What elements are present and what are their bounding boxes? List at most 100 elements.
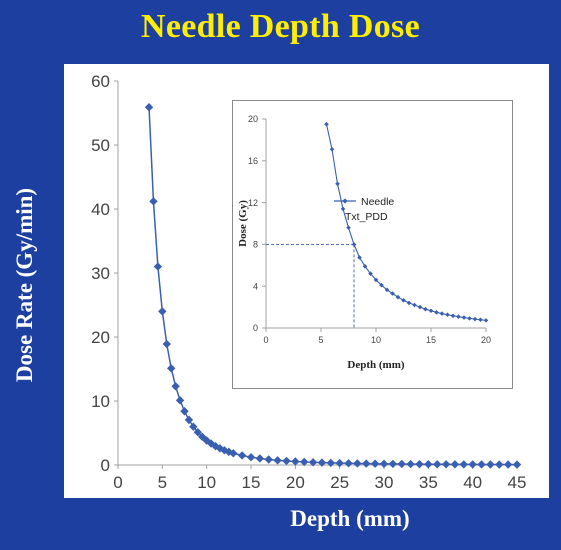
main-x-tick-label: 15: [242, 473, 261, 492]
main-data-point: [255, 454, 265, 463]
main-data-point: [153, 262, 163, 271]
main-data-point: [353, 459, 362, 468]
main-data-point: [193, 428, 202, 437]
inset-data-point: [373, 277, 379, 283]
inset-data-point: [472, 316, 478, 322]
inset-x-tick-label: 20: [481, 335, 491, 345]
main-data-point: [264, 455, 273, 464]
main-data-point: [441, 460, 451, 469]
inset-data-point: [324, 121, 329, 127]
main-data-point: [450, 460, 460, 469]
main-y-tick-label: 10: [91, 392, 110, 411]
main-data-point: [237, 451, 247, 460]
main-data-point: [486, 460, 495, 469]
main-x-tick-label: 10: [197, 473, 216, 492]
inset-data-point: [450, 313, 456, 319]
main-data-point: [335, 458, 344, 468]
main-data-point: [149, 197, 158, 206]
inset-data-point: [395, 294, 401, 300]
main-data-point: [362, 459, 371, 468]
main-x-axis-title: Depth (mm): [290, 506, 410, 531]
main-data-point: [388, 459, 398, 469]
inset-data-point: [445, 312, 450, 318]
main-x-tick-label: 45: [508, 473, 527, 492]
inset-data-point: [456, 314, 461, 320]
main-data-point: [282, 456, 291, 466]
inset-data-point: [478, 317, 483, 323]
inset-legend: Needle Txt_PDD: [334, 196, 394, 223]
main-data-point: [379, 459, 389, 469]
main-data-point: [273, 456, 282, 465]
inset-data-point: [406, 300, 412, 306]
inset-y-tick-label: 0: [253, 323, 258, 333]
inset-data-point: [368, 271, 373, 276]
main-y-axis-title: Dose Rate (Gy/min): [12, 187, 37, 383]
inset-x-tick-label: 15: [426, 335, 436, 345]
main-x-tick-label: 20: [286, 473, 305, 492]
main-data-point: [158, 307, 167, 316]
inset-data-point: [390, 291, 395, 296]
main-data-point: [167, 364, 176, 373]
main-data-point: [229, 449, 238, 458]
inset-chart-panel: 0 5 10 15 20 0 4 8 12 16 20 Depth (mm) Dose (Gy) Nee…: [232, 100, 513, 389]
main-data-point: [171, 382, 180, 391]
main-data-point: [326, 458, 335, 468]
inset-data-point: [401, 298, 406, 303]
inset-data-point: [351, 242, 357, 247]
inset-chart-axes: 0 5 10 15 20 0 4 8 12 16 20 Depth (mm) Dose (Gy): [237, 114, 491, 371]
main-data-point: [308, 458, 318, 467]
main-x-tick-label: 30: [375, 473, 394, 492]
inset-x-tick-label: 0: [263, 335, 268, 345]
main-data-point: [459, 460, 468, 469]
inset-chart: 0 5 10 15 20 0 4 8 12 16 20 Depth (mm) Dose (Gy) Nee…: [237, 114, 491, 371]
inset-data-point: [384, 287, 390, 293]
main-y-tick-label: 50: [91, 136, 110, 155]
inset-data-point: [461, 315, 467, 320]
inset-data-point: [379, 282, 384, 288]
main-y-tick-label: 0: [101, 456, 110, 475]
inset-data-point: [439, 311, 445, 316]
slide-title: Needle Depth Dose: [141, 8, 420, 45]
main-data-point: [468, 460, 477, 469]
main-data-point: [300, 457, 309, 467]
main-series-line: [148, 107, 518, 466]
inset-data-point: [335, 181, 340, 187]
main-data-point: [503, 460, 513, 469]
main-y-tick-label: 20: [91, 328, 110, 347]
main-data-point: [189, 422, 198, 431]
inset-data-point: [362, 264, 368, 269]
inset-x-tick-label: 10: [371, 335, 381, 345]
main-data-point: [317, 458, 327, 467]
main-data-point: [180, 407, 189, 416]
main-x-tick-label: 5: [158, 473, 167, 492]
inset-data-point: [340, 206, 346, 212]
inset-y-axis-title: Dose (Gy): [237, 200, 249, 247]
main-data-point: [477, 460, 486, 469]
main-data-point: [495, 460, 504, 469]
inset-reference-lines: [266, 243, 355, 328]
inset-data-point: [412, 302, 417, 308]
main-y-tick-label: 30: [91, 264, 110, 283]
inset-x-tick-label: 5: [318, 335, 323, 345]
inset-data-point: [434, 310, 439, 315]
inset-data-point: [346, 225, 351, 230]
inset-data-point: [428, 308, 434, 314]
inset-data-point: [483, 318, 489, 323]
main-data-point: [198, 432, 207, 441]
main-x-tick-label: 35: [419, 473, 438, 492]
inset-y-tick-label: 20: [248, 114, 258, 124]
main-data-point: [424, 460, 433, 469]
inset-y-tick-label: 8: [253, 240, 258, 250]
main-data-point: [512, 460, 522, 469]
main-data-point: [144, 103, 154, 112]
inset-y-tick-label: 4: [253, 281, 258, 291]
inset-y-tick-label: 16: [248, 156, 258, 166]
main-data-point: [291, 457, 300, 466]
main-y-tick-label: 40: [91, 200, 110, 219]
main-data-point: [370, 459, 380, 468]
main-data-point: [246, 452, 256, 462]
main-data-point: [406, 459, 415, 469]
inset-data-point: [357, 255, 362, 260]
